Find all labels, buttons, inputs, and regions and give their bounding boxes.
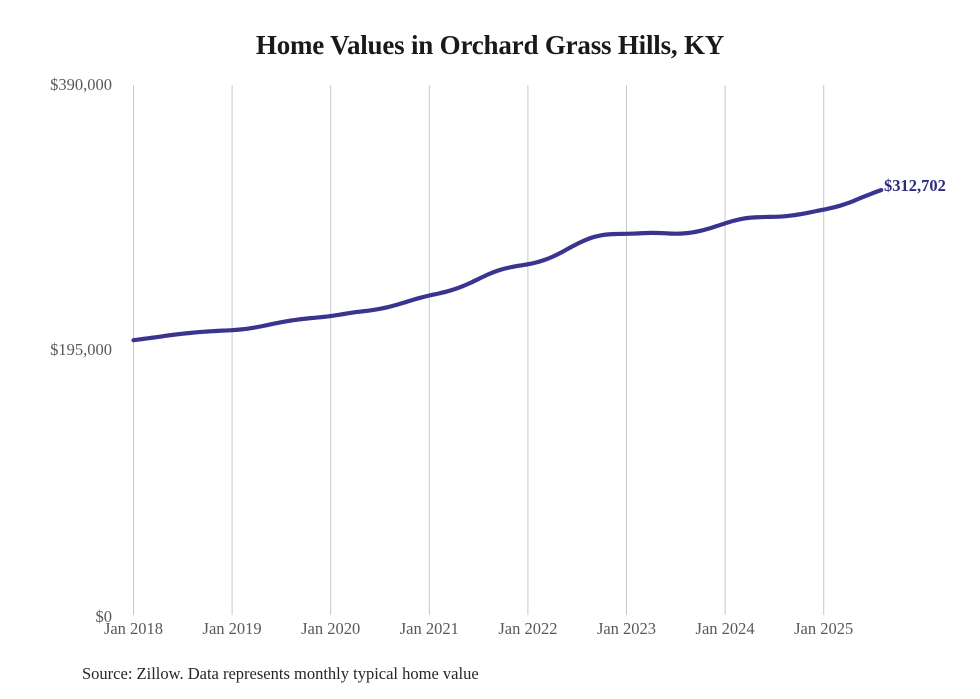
source-note: Source: Zillow. Data represents monthly … [82, 664, 479, 683]
y-axis-tick-label-bottom: $0 [95, 607, 113, 626]
data-line [131, 187, 884, 343]
x-axis-tick-label: Jan 2023 [596, 619, 657, 638]
line-series-group [131, 187, 884, 343]
x-axis-tick-label: Jan 2024 [695, 619, 755, 638]
x-axis-tick-label: Jan 2025 [794, 619, 854, 638]
x-axis-tick-label: Jan 2022 [498, 619, 558, 638]
x-axis-tick-label: Jan 2019 [202, 619, 262, 638]
y-axis-tick-label-middle: $195,000 [50, 340, 112, 359]
gridline-group [133, 85, 825, 615]
x-axis-tick-label: Jan 2018 [103, 619, 164, 638]
x-axis-tick-label: Jan 2020 [301, 619, 361, 638]
y-axis-tick-label-top: $390,000 [50, 75, 112, 94]
page-title: Home Values in Orchard Grass Hills, KY [255, 30, 725, 60]
x-axis-tick-label: Jan 2021 [399, 619, 459, 638]
end-value-annotation: $312,702 [884, 176, 946, 195]
